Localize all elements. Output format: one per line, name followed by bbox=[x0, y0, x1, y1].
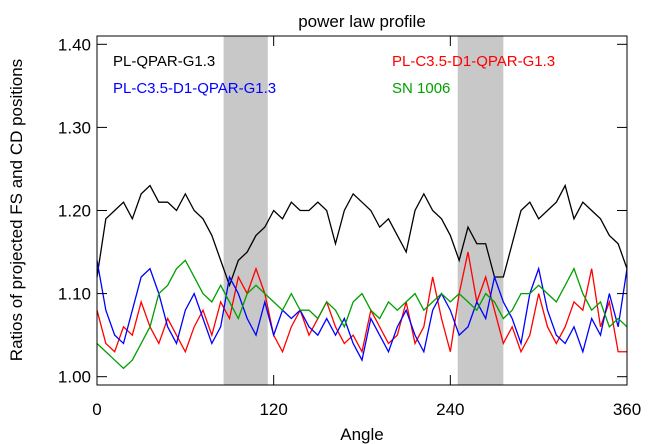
series-line bbox=[96, 259, 628, 370]
y-tick-label: 1.20 bbox=[58, 202, 91, 221]
y-axis-label: Ratios of projected FS and CD positions bbox=[7, 59, 26, 361]
chart-title: power law profile bbox=[298, 12, 426, 31]
x-axis-label: Angle bbox=[340, 425, 383, 444]
y-tick-label: 1.40 bbox=[58, 35, 91, 54]
shaded-region bbox=[457, 36, 504, 385]
y-tick-label: 1.30 bbox=[58, 118, 91, 137]
y-tick-label: 1.10 bbox=[58, 285, 91, 304]
series-line bbox=[96, 260, 628, 362]
x-tick-label: 0 bbox=[92, 400, 101, 419]
series-line bbox=[96, 183, 628, 288]
legend-entry: PL-C3.5-D1-QPAR-G1.3 bbox=[392, 53, 555, 70]
legend-entry: SN 1006 bbox=[392, 80, 450, 97]
x-tick-label: 120 bbox=[259, 400, 287, 419]
shaded-region bbox=[223, 36, 268, 385]
x-tick-label: 240 bbox=[436, 400, 464, 419]
y-tick-label: 1.00 bbox=[58, 368, 91, 387]
legend-entry: PL-QPAR-G1.3 bbox=[113, 53, 215, 70]
x-tick-label: 360 bbox=[613, 400, 641, 419]
series-line bbox=[96, 251, 627, 354]
legend-entry: PL-C3.5-D1-QPAR-G1.3 bbox=[113, 80, 276, 97]
